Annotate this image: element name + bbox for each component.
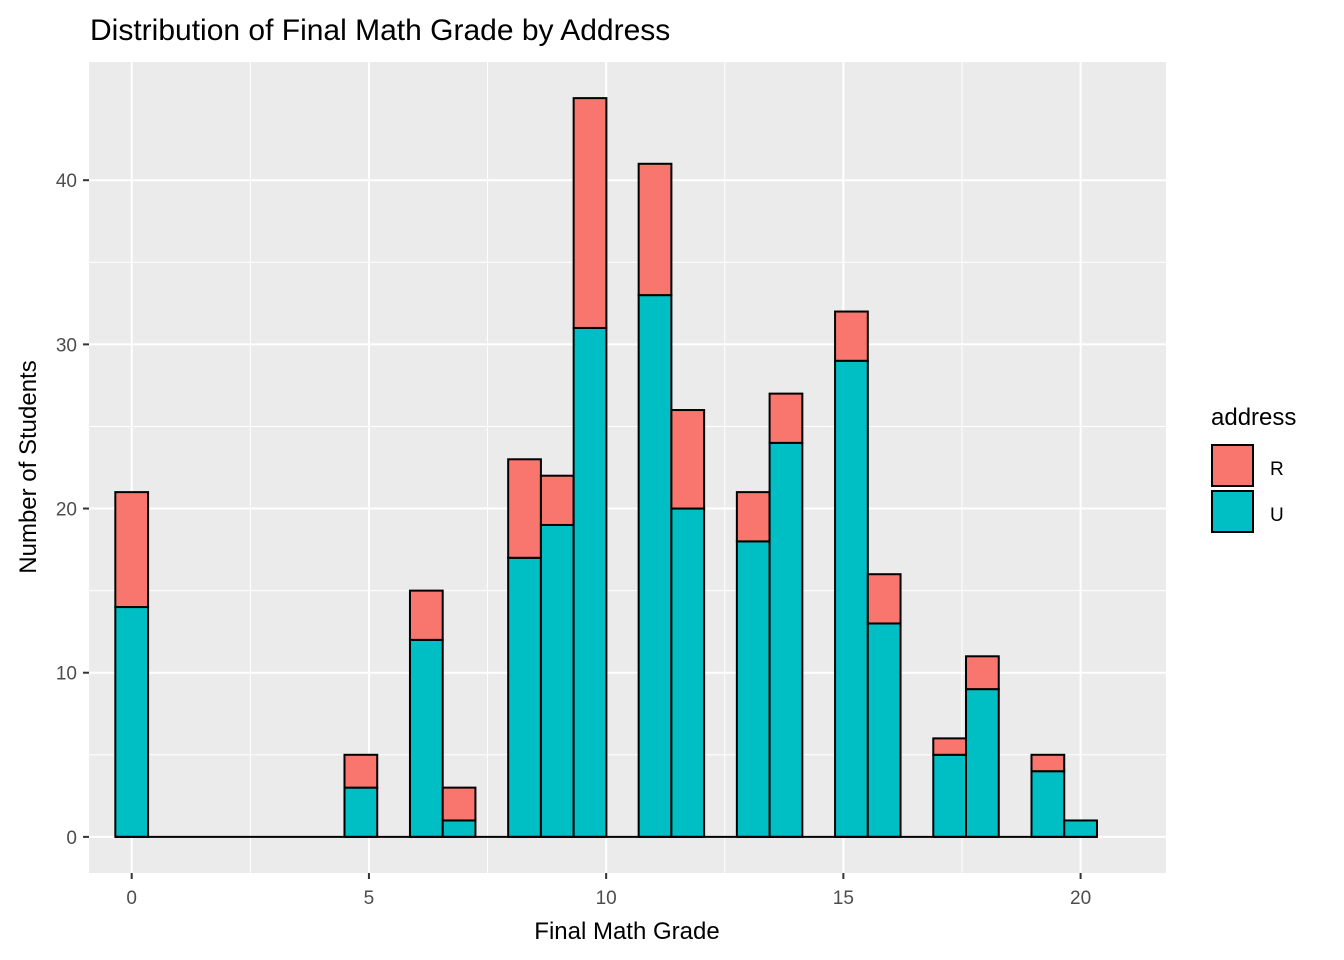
bar-segment-u (1030, 770, 1066, 838)
grid-minor (89, 62, 1166, 873)
bar-segment-r (735, 491, 771, 543)
bar-segment-u (572, 326, 608, 838)
bar-segment-r (507, 458, 542, 559)
bar-segment-u (343, 786, 379, 838)
axis-ticks: 0 5 10 15 20 0 10 20 30 40 (56, 171, 1091, 909)
bar-segment-u (441, 819, 477, 838)
bar-segment-u (114, 606, 150, 838)
bar-segment-u (768, 441, 804, 838)
legend-key-r (1211, 444, 1254, 487)
bar-segment-r (670, 409, 706, 510)
bar-segment-u (539, 523, 575, 838)
x-tick-label: 20 (1070, 888, 1091, 909)
bar-segment-u (965, 688, 1000, 838)
bar-segment-u (932, 753, 968, 838)
bar-segment-u (507, 556, 542, 838)
bar-segment-r (343, 753, 379, 789)
x-tick-label: 5 (364, 888, 375, 909)
bar-segment-r (768, 392, 804, 444)
bar-segment-u (1063, 819, 1098, 838)
legend-label-r: R (1270, 459, 1284, 480)
bar-segment-u (735, 540, 771, 838)
bar-segment-u (637, 294, 673, 838)
bar-segment-u (670, 507, 706, 838)
y-tick-label: 10 (56, 664, 77, 685)
y-tick-label: 0 (66, 828, 77, 849)
chart-title: Distribution of Final Math Grade by Addr… (90, 14, 670, 47)
y-tick-label: 40 (56, 171, 77, 192)
x-tick-label: 10 (596, 888, 617, 909)
legend: address R U (1211, 404, 1296, 533)
bar-segment-u (866, 622, 902, 838)
bar-segment-r (572, 97, 608, 329)
bar-segment-r (834, 310, 869, 362)
x-tick-label: 15 (833, 888, 854, 909)
x-axis-title: Final Math Grade (534, 918, 719, 945)
bar-segment-r (114, 491, 150, 609)
x-tick-label: 0 (126, 888, 137, 909)
legend-title: address (1211, 404, 1296, 431)
legend-key-u (1211, 490, 1254, 533)
y-tick-label: 20 (56, 500, 77, 521)
bar-segment-r (965, 655, 1000, 691)
bar-segment-u (408, 638, 444, 838)
legend-label-u: U (1270, 505, 1284, 526)
bar-segment-r (637, 162, 673, 297)
bar-segment-r (408, 589, 444, 641)
bar-segment-u (834, 359, 869, 838)
bar-segment-r (866, 573, 902, 625)
bar-segment-r (1030, 753, 1066, 773)
bar-segment-r (539, 474, 575, 526)
bars (114, 97, 1098, 838)
y-axis-title: Number of Students (15, 360, 42, 573)
y-tick-label: 30 (56, 335, 77, 356)
bar-segment-r (441, 786, 477, 822)
bar-segment-r (932, 737, 968, 756)
